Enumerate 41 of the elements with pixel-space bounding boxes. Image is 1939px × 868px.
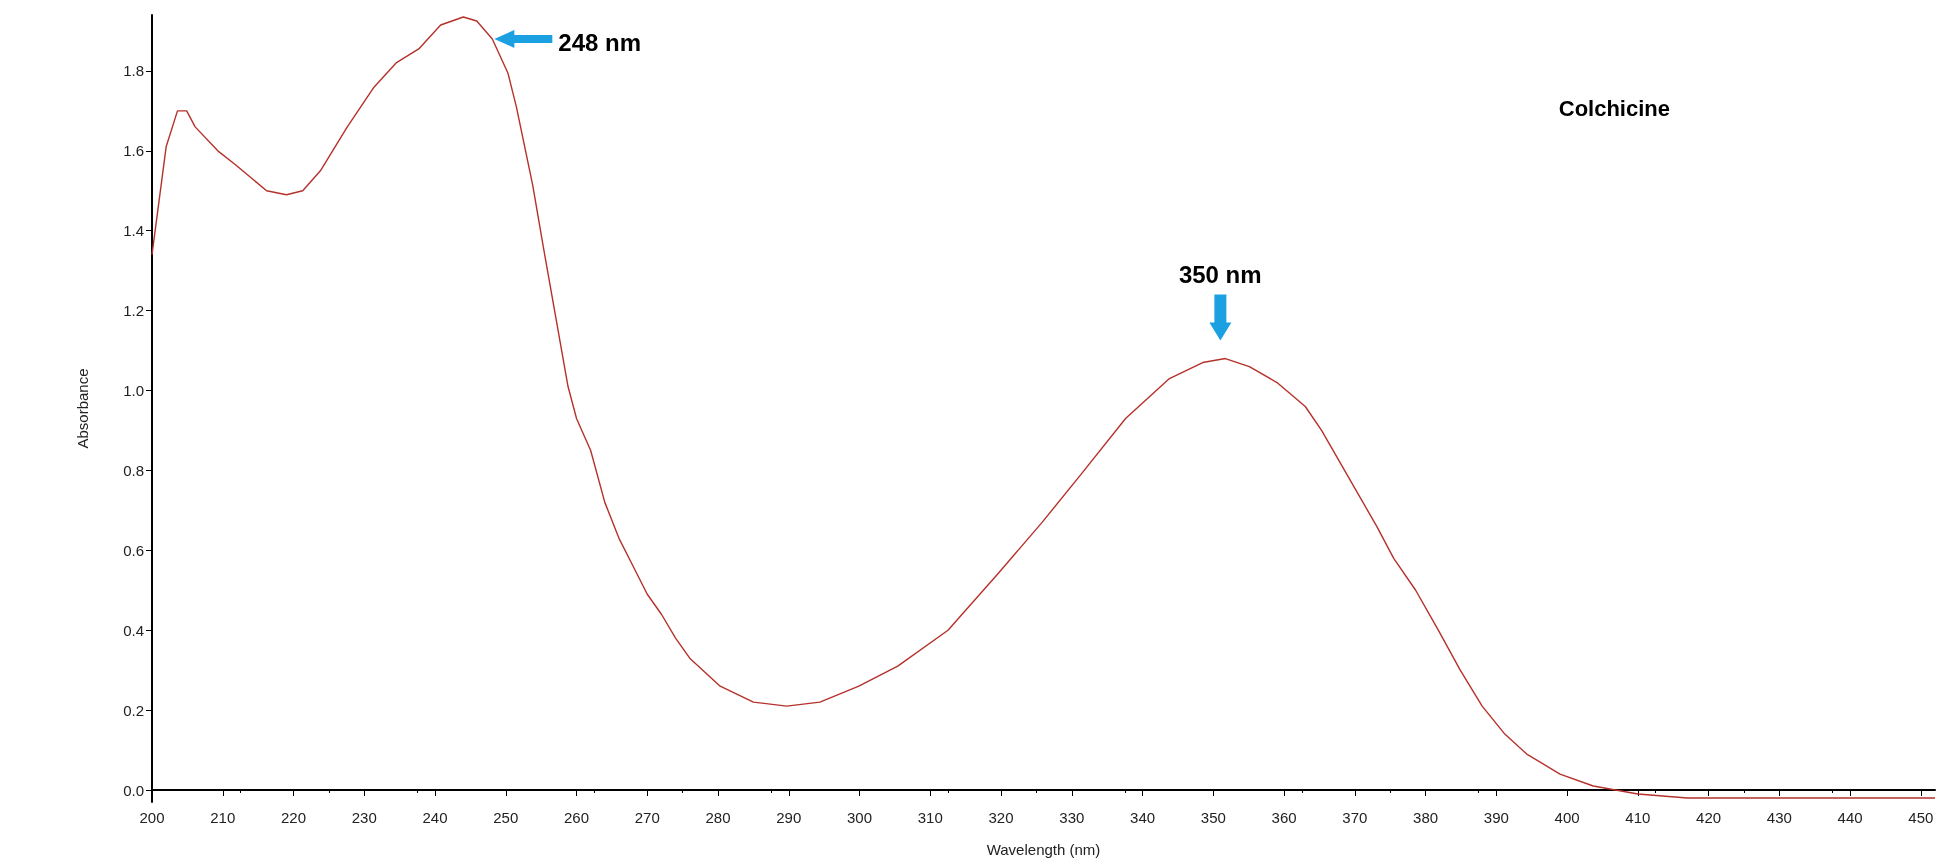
x-tick-label: 380 [1413,809,1439,826]
text: Colchicine [1558,95,1670,121]
y-tick-label: 0.2 [123,701,144,719]
annotation: 248 nm [558,28,642,57]
x-tick-label: 210 [210,809,236,826]
x-tick-label: 230 [351,809,377,826]
x-tick-label: 240 [422,809,448,826]
x-tick-label: 450 [1908,809,1934,826]
y-tick-label: 1.0 [123,382,144,400]
x-tick-label: 280 [705,809,731,826]
x-tick-label: 360 [1271,809,1297,826]
x-tick-label: 270 [634,809,660,826]
y-tick-label: 1.4 [123,222,144,240]
x-tick-label: 420 [1696,809,1722,826]
x-tick-label: 310 [917,809,943,826]
x-tick-label: 410 [1625,809,1651,826]
x-tick-label: 430 [1766,809,1792,826]
x-tick-label: 300 [847,809,873,826]
x-tick-label: 440 [1837,809,1863,826]
x-axis-title: Wavelength (nm) [986,841,1101,858]
x-tick-label: 260 [564,809,590,826]
x-tick-label: 250 [493,809,519,826]
x-tick-label: 320 [988,809,1014,826]
y-tick-label: 0.6 [123,541,144,559]
x-tick-label: 330 [1059,809,1085,826]
y-tick-label: 0.8 [123,461,144,479]
y-tick-label: 1.6 [123,142,144,160]
x-tick-label: 200 [139,809,165,826]
y-axis-title: Absorbance [74,368,91,449]
y-tick-label: 0.0 [123,781,144,799]
y-tick-label: 0.4 [123,621,144,639]
y-tick-label: 1.2 [123,302,144,320]
x-tick-label: 390 [1483,809,1509,826]
x-tick-label: 370 [1342,809,1368,826]
x-tick-label: 220 [280,809,307,826]
x-tick-label: 340 [1130,809,1156,826]
x-tick-label: 400 [1554,809,1580,826]
x-tick-label: 350 [1200,809,1226,826]
y-tick-label: 1.8 [123,62,144,80]
annotation: 350 nm [1178,260,1262,289]
x-tick-label: 290 [776,809,802,826]
